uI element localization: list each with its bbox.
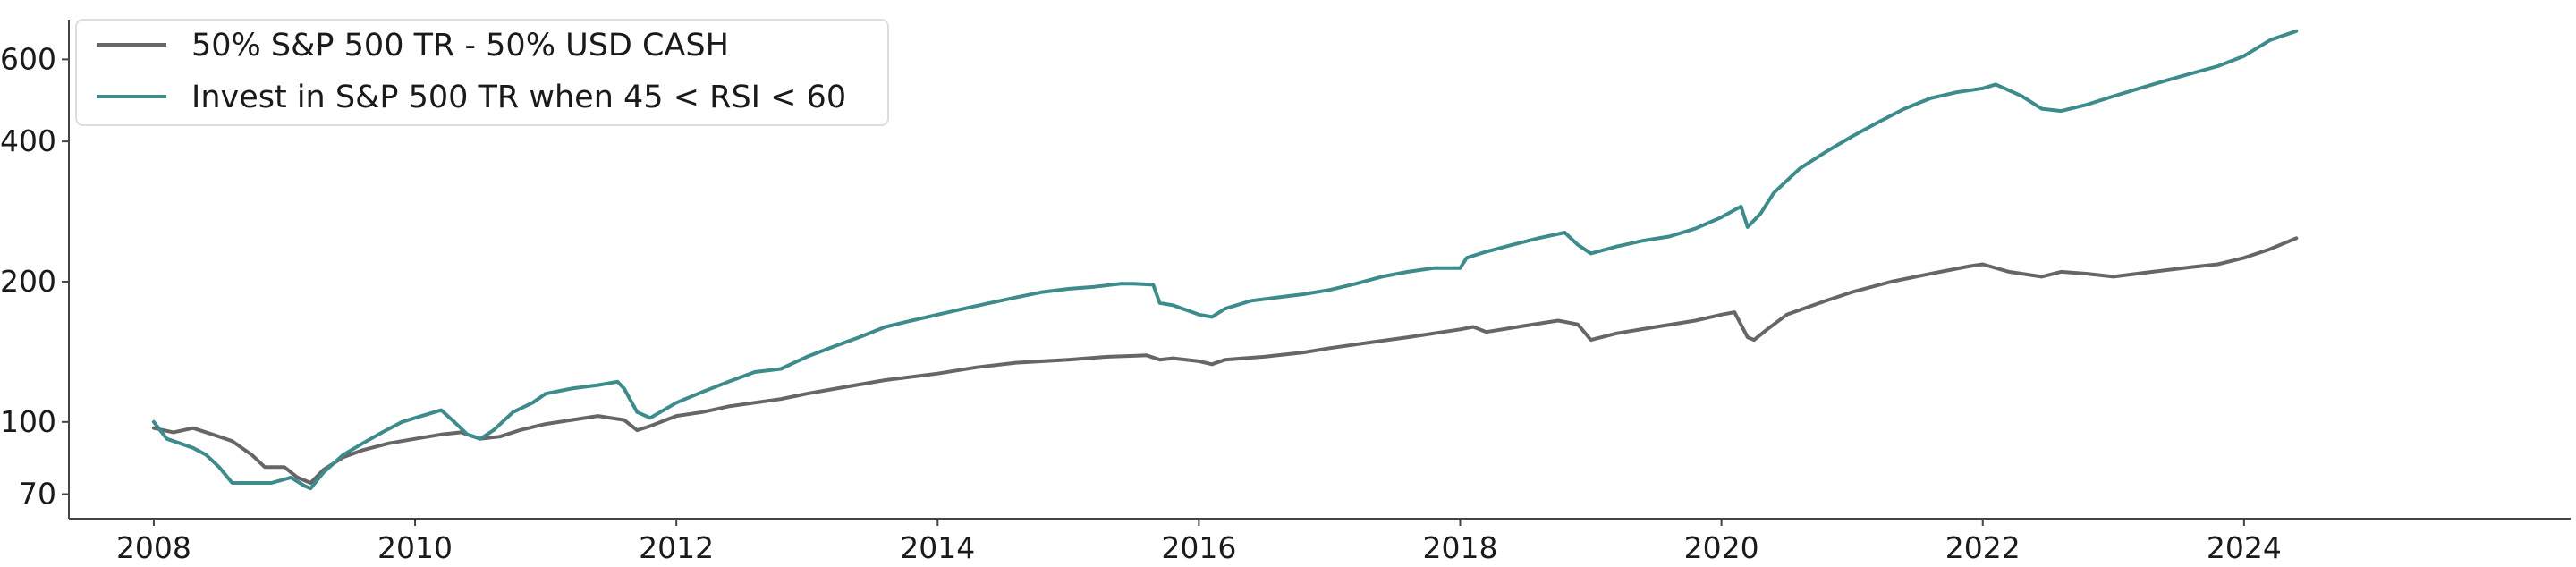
x-tick-label: 2012 [639, 530, 714, 565]
x-tick-label: 2010 [377, 530, 453, 565]
series-line-1 [151, 29, 2299, 491]
y-tick-label: 400 [0, 123, 56, 158]
series-lines [151, 29, 2299, 491]
legend-label-series-1: Invest in S&P 500 TR when 45 < RSI < 60 [191, 80, 846, 115]
x-tick-label: 2020 [1684, 530, 1759, 565]
x-tick-label: 2022 [1945, 530, 2021, 565]
y-tick-label: 100 [0, 404, 56, 439]
x-tick-label: 2018 [1423, 530, 1498, 565]
y-tick-label: 70 [19, 477, 56, 512]
x-tick-label: 2014 [900, 530, 975, 565]
x-tick-label: 2024 [2207, 530, 2282, 565]
x-tick-label: 2016 [1161, 530, 1236, 565]
x-tick-label: 2008 [116, 530, 191, 565]
x-axis-ticks: 2008 2010 2012 2014 2016 2018 2020 2022 2024 [116, 519, 2282, 565]
y-tick-label: 200 [0, 264, 56, 299]
legend-label-series-0: 50% S&P 500 TR - 50% USD CASH [191, 28, 729, 63]
legend-box [75, 19, 889, 126]
y-axis-ticks: 70 100 200 400 600 [0, 41, 69, 512]
legend: 50% S&P 500 TR - 50% USD CASH Invest in … [75, 19, 889, 126]
y-tick-label: 600 [0, 41, 56, 76]
series-line-0 [151, 236, 2299, 485]
